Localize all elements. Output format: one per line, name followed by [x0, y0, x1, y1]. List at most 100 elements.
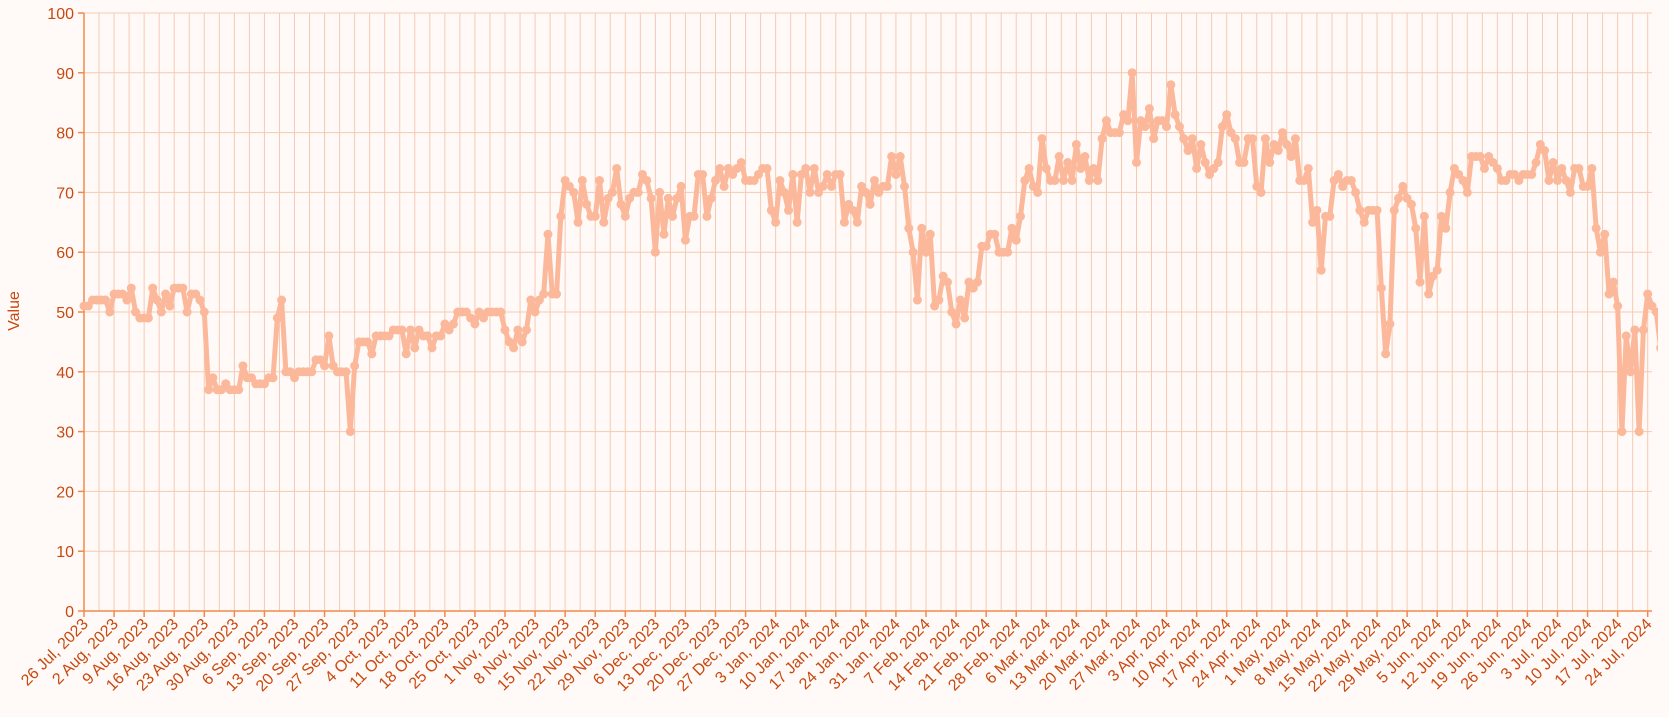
data-point — [612, 163, 622, 173]
data-point — [500, 325, 510, 335]
data-point — [917, 223, 927, 233]
data-point — [1071, 140, 1081, 150]
data-point — [1131, 158, 1141, 167]
data-point — [1265, 158, 1275, 167]
data-point — [1162, 122, 1172, 132]
data-point — [865, 199, 875, 209]
data-point — [590, 211, 600, 221]
data-point — [1308, 217, 1318, 227]
data-point — [766, 205, 776, 215]
data-point — [1217, 122, 1227, 132]
data-point — [1149, 134, 1159, 144]
data-point — [1011, 235, 1021, 245]
data-point — [1020, 175, 1030, 185]
y-tick-label: 80 — [56, 126, 74, 143]
data-point — [698, 169, 708, 179]
data-point — [1630, 325, 1640, 335]
data-point — [1626, 367, 1636, 377]
data-point — [1024, 163, 1034, 173]
data-point — [448, 319, 458, 329]
data-point — [1376, 283, 1386, 293]
data-point — [1140, 122, 1150, 132]
data-point — [1054, 152, 1064, 162]
data-point — [882, 181, 892, 191]
data-point — [1222, 110, 1232, 120]
data-point — [1372, 205, 1382, 215]
data-point — [960, 313, 970, 323]
data-point — [1333, 169, 1343, 179]
data-point — [509, 343, 519, 353]
data-point — [1247, 134, 1257, 144]
data-point — [1621, 331, 1631, 341]
data-point — [1050, 175, 1060, 185]
data-point — [650, 247, 660, 257]
data-point — [1286, 152, 1296, 162]
data-point — [607, 187, 617, 197]
data-point — [470, 319, 480, 329]
data-point — [363, 337, 373, 347]
data-point — [1355, 205, 1365, 215]
data-point — [1058, 175, 1068, 185]
data-point — [1381, 349, 1391, 359]
data-point — [1595, 247, 1605, 257]
data-point — [410, 343, 420, 353]
data-point — [848, 205, 858, 215]
data-point — [818, 181, 828, 191]
data-point — [345, 427, 355, 437]
data-point — [1101, 116, 1111, 126]
data-point — [861, 187, 871, 197]
data-point — [178, 283, 188, 293]
data-point — [126, 283, 136, 293]
data-point — [543, 229, 553, 239]
data-point — [895, 152, 905, 162]
data-point — [1093, 175, 1103, 185]
data-point — [904, 223, 914, 233]
data-point — [1196, 140, 1206, 150]
data-point — [1003, 247, 1013, 257]
data-point — [530, 307, 540, 317]
data-point — [1166, 80, 1176, 90]
data-point — [573, 217, 583, 227]
data-point — [1583, 181, 1593, 191]
y-axis-title: Value — [6, 291, 23, 331]
data-point — [839, 217, 849, 227]
data-point — [105, 307, 115, 317]
data-point — [1299, 175, 1309, 185]
y-tick-label: 100 — [47, 6, 74, 23]
data-point — [1303, 163, 1313, 173]
data-point — [1282, 140, 1292, 150]
data-point — [925, 229, 935, 239]
data-point — [1187, 134, 1197, 144]
data-point — [973, 277, 983, 287]
data-point — [341, 367, 351, 377]
data-point — [582, 199, 592, 209]
data-point — [1239, 158, 1249, 167]
data-point — [122, 295, 132, 305]
data-point — [156, 307, 166, 317]
data-point — [900, 181, 910, 191]
data-point — [1544, 175, 1554, 185]
data-point — [552, 289, 562, 299]
data-point — [307, 367, 317, 377]
data-point — [1084, 175, 1094, 185]
data-point — [148, 283, 158, 293]
data-point — [268, 373, 278, 383]
data-point — [1385, 319, 1395, 329]
data-point — [1192, 163, 1202, 173]
data-point — [646, 193, 656, 203]
data-point — [779, 187, 789, 197]
data-point — [955, 295, 965, 305]
data-point — [1665, 451, 1669, 460]
y-tick-label: 20 — [56, 484, 74, 501]
data-point — [1531, 158, 1541, 167]
data-point — [771, 217, 781, 227]
data-point — [1200, 158, 1210, 167]
data-point — [436, 331, 446, 341]
data-point — [1540, 146, 1550, 156]
data-point — [272, 313, 282, 323]
data-point — [1114, 128, 1124, 138]
data-point — [981, 241, 991, 251]
data-point — [595, 175, 605, 185]
data-point — [835, 169, 845, 179]
